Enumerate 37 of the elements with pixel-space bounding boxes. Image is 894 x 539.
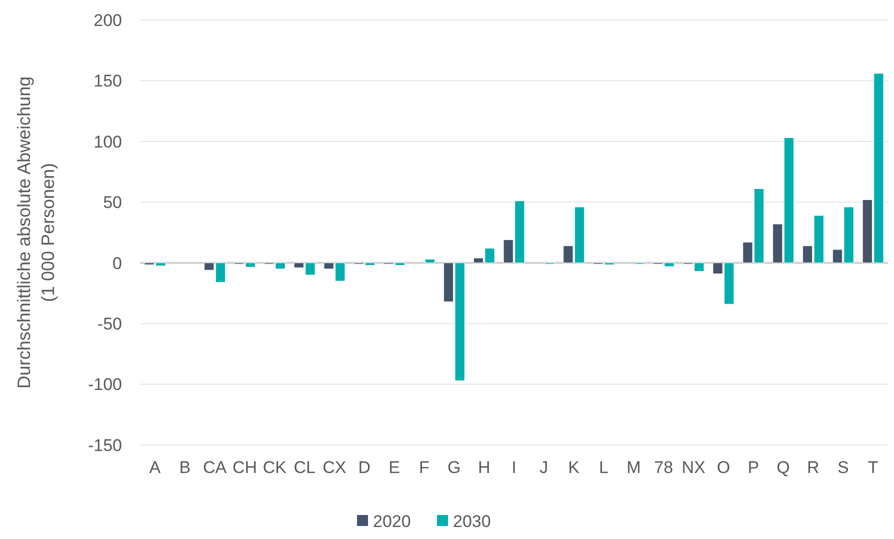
legend-label: 2030 [453, 512, 491, 531]
y-tick-label: -100 [88, 375, 122, 394]
x-tick-label: O [716, 458, 730, 477]
y-tick-label: -50 [97, 314, 122, 334]
legend-label: 2020 [373, 512, 411, 531]
y-tick-label: 50 [103, 193, 122, 212]
y-tick-label: 200 [94, 10, 122, 30]
x-tick-label: L [599, 458, 608, 477]
x-tick-label: CL [294, 458, 316, 477]
x-tick-label: M [626, 458, 641, 477]
y-tick-label: -150 [88, 436, 122, 455]
x-tick-label: R [807, 458, 820, 477]
x-tick-label: S [837, 458, 849, 477]
x-tick-label: B [179, 458, 191, 477]
y-axis-title: Durchschnittliche absolute Abweichung (1 000 Personen) [14, 76, 58, 389]
y-tick-label: 100 [94, 132, 122, 152]
x-tick-label: J [540, 458, 548, 477]
x-tick-label: Q [776, 458, 790, 477]
y-tick-label: 150 [94, 72, 122, 91]
x-tick-label: CX [322, 458, 346, 477]
x-tick-label: I [512, 458, 516, 477]
x-tick-label: K [568, 458, 580, 477]
x-tick-label: H [478, 458, 490, 477]
x-tick-label: CK [262, 458, 288, 477]
x-tick-label: T [868, 458, 878, 477]
x-tick-label: P [748, 458, 760, 477]
x-tick-label: 78 [654, 458, 674, 477]
x-tick-label: D [358, 458, 371, 477]
x-tick-label: A [149, 458, 162, 477]
x-tick-label: CA [202, 458, 228, 477]
x-tick-label: E [388, 458, 400, 477]
x-tick-label: NX [682, 458, 706, 477]
x-tick-label: F [419, 458, 430, 477]
x-tick-label: CH [232, 458, 257, 477]
x-tick-label: G [448, 458, 461, 477]
bar [424, 258, 435, 264]
y-tick-label: 0 [112, 254, 122, 273]
